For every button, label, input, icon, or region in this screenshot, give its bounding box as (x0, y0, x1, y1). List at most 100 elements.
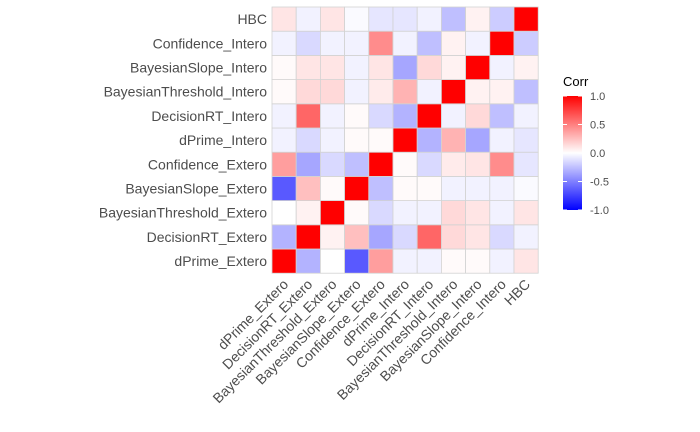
heatmap-cell-HBC-BayesianSlope_Intero (465, 6, 491, 32)
heatmap-cell-Confidence_Intero-DecisionRT_Intero (416, 30, 442, 56)
heatmap-cell-BayesianThreshold_Intero-BayesianSlope_Intero (465, 79, 491, 105)
heatmap-cell-HBC-DecisionRT_Extero (295, 6, 321, 32)
heatmap-cell-DecisionRT_Intero-DecisionRT_Extero (295, 103, 321, 129)
heatmap-cell-DecisionRT_Intero-dPrime_Intero (392, 103, 418, 129)
heatmap-cell-HBC-dPrime_Intero (392, 6, 418, 32)
y-tick-label-HBC: HBC (237, 11, 267, 27)
heatmap-cell-dPrime_Extero-dPrime_Extero (271, 248, 297, 274)
heatmap-cell-Confidence_Extero-HBC (513, 151, 539, 177)
heatmap-cell-BayesianThreshold_Intero-BayesianThreshold_Intero (440, 79, 466, 105)
heatmap-cell-DecisionRT_Extero-BayesianThreshold_Extero (319, 224, 345, 250)
heatmap-cell-BayesianSlope_Extero-DecisionRT_Extero (295, 175, 321, 201)
heatmap-cell-BayesianThreshold_Extero-Confidence_Extero (368, 200, 394, 226)
heatmap-cell-BayesianThreshold_Extero-BayesianThreshold_Intero (440, 200, 466, 226)
y-tick-label-Confidence_Intero: Confidence_Intero (153, 35, 268, 51)
heatmap-cell-DecisionRT_Intero-BayesianThreshold_Extero (319, 103, 345, 129)
heatmap-cell-BayesianSlope_Intero-DecisionRT_Extero (295, 55, 321, 81)
heatmap-cell-Confidence_Intero-Confidence_Extero (368, 30, 394, 56)
heatmap-cell-Confidence_Extero-DecisionRT_Intero (416, 151, 442, 177)
heatmap-cell-dPrime_Intero-dPrime_Extero (271, 127, 297, 153)
heatmap-cell-HBC-BayesianThreshold_Extero (319, 6, 345, 32)
heatmap-cell-BayesianSlope_Extero-BayesianThreshold_Intero (440, 175, 466, 201)
heatmap-cell-HBC-DecisionRT_Intero (416, 6, 442, 32)
y-tick-label-dPrime_Extero: dPrime_Extero (174, 253, 267, 269)
heatmap-cell-DecisionRT_Intero-dPrime_Extero (271, 103, 297, 129)
heatmap-cell-dPrime_Extero-DecisionRT_Intero (416, 248, 442, 274)
heatmap-cell-dPrime_Extero-BayesianSlope_Extero (344, 248, 370, 274)
heatmap-cell-BayesianThreshold_Intero-BayesianThreshold_Extero (319, 79, 345, 105)
heatmap-cell-Confidence_Extero-dPrime_Intero (392, 151, 418, 177)
heatmap-cell-DecisionRT_Intero-BayesianSlope_Intero (465, 103, 491, 129)
heatmap-cell-BayesianThreshold_Extero-dPrime_Intero (392, 200, 418, 226)
heatmap-cell-dPrime_Intero-BayesianSlope_Extero (344, 127, 370, 153)
heatmap-cell-BayesianSlope_Extero-DecisionRT_Intero (416, 175, 442, 201)
heatmap-cell-Confidence_Intero-HBC (513, 30, 539, 56)
heatmap-cell-BayesianThreshold_Extero-HBC (513, 200, 539, 226)
heatmap-cell-Confidence_Intero-BayesianThreshold_Intero (440, 30, 466, 56)
heatmap-cell-dPrime_Intero-BayesianThreshold_Intero (440, 127, 466, 153)
heatmap-cell-DecisionRT_Intero-Confidence_Extero (368, 103, 394, 129)
heatmap-cell-dPrime_Extero-BayesianSlope_Intero (465, 248, 491, 274)
heatmap-cell-dPrime_Intero-BayesianThreshold_Extero (319, 127, 345, 153)
heatmap-cell-dPrime_Intero-HBC (513, 127, 539, 153)
heatmap-cell-DecisionRT_Extero-Confidence_Intero (489, 224, 515, 250)
heatmap-cell-DecisionRT_Extero-dPrime_Intero (392, 224, 418, 250)
heatmap-cell-dPrime_Intero-Confidence_Extero (368, 127, 394, 153)
heatmap-cell-Confidence_Extero-BayesianSlope_Intero (465, 151, 491, 177)
heatmap-cell-Confidence_Extero-DecisionRT_Extero (295, 151, 321, 177)
heatmap-cell-Confidence_Intero-BayesianSlope_Extero (344, 30, 370, 56)
heatmap-cell-dPrime_Extero-dPrime_Intero (392, 248, 418, 274)
y-tick-label-dPrime_Intero: dPrime_Intero (179, 132, 267, 148)
x-axis-labels: dPrime_ExteroDecisionRT_ExteroBayesianTh… (209, 276, 533, 406)
heatmap-cell-Confidence_Intero-BayesianThreshold_Extero (319, 30, 345, 56)
heatmap-cell-HBC-BayesianSlope_Extero (344, 6, 370, 32)
heatmap-cell-BayesianSlope_Extero-BayesianThreshold_Extero (319, 175, 345, 201)
heatmap-cell-BayesianThreshold_Intero-Confidence_Intero (489, 79, 515, 105)
heatmap-cell-BayesianSlope_Intero-HBC (513, 55, 539, 81)
heatmap-cell-dPrime_Extero-DecisionRT_Extero (295, 248, 321, 274)
heatmap-cell-BayesianThreshold_Extero-BayesianSlope_Intero (465, 200, 491, 226)
heatmap-cell-BayesianSlope_Extero-dPrime_Extero (271, 175, 297, 201)
heatmap-cell-BayesianSlope_Extero-BayesianSlope_Intero (465, 175, 491, 201)
y-tick-label-BayesianSlope_Extero: BayesianSlope_Extero (125, 181, 267, 197)
heatmap-cell-HBC-Confidence_Intero (489, 6, 515, 32)
heatmap-cell-DecisionRT_Intero-BayesianThreshold_Intero (440, 103, 466, 129)
heatmap-cell-dPrime_Extero-Confidence_Intero (489, 248, 515, 274)
heatmap-cell-dPrime_Intero-DecisionRT_Extero (295, 127, 321, 153)
heatmap-cell-BayesianSlope_Intero-BayesianThreshold_Extero (319, 55, 345, 81)
heatmap-cell-DecisionRT_Intero-Confidence_Intero (489, 103, 515, 129)
y-tick-label-DecisionRT_Intero: DecisionRT_Intero (151, 108, 267, 124)
heatmap-cell-BayesianSlope_Intero-DecisionRT_Intero (416, 55, 442, 81)
heatmap-cell-BayesianThreshold_Extero-DecisionRT_Intero (416, 200, 442, 226)
heatmap-cell-BayesianThreshold_Intero-HBC (513, 79, 539, 105)
heatmap-cell-HBC-BayesianThreshold_Intero (440, 6, 466, 32)
heatmap-cell-BayesianSlope_Intero-BayesianSlope_Extero (344, 55, 370, 81)
y-tick-label-DecisionRT_Extero: DecisionRT_Extero (147, 229, 268, 245)
heatmap-cell-dPrime_Intero-DecisionRT_Intero (416, 127, 442, 153)
heatmap-cell-BayesianThreshold_Intero-DecisionRT_Intero (416, 79, 442, 105)
heatmap-cell-dPrime_Extero-HBC (513, 248, 539, 274)
heatmap-cells (271, 6, 539, 274)
heatmap-cell-BayesianSlope_Extero-Confidence_Intero (489, 175, 515, 201)
legend-title: Corr (563, 74, 589, 89)
heatmap-cell-DecisionRT_Intero-DecisionRT_Intero (416, 103, 442, 129)
heatmap-cell-BayesianThreshold_Intero-BayesianSlope_Extero (344, 79, 370, 105)
heatmap-cell-dPrime_Intero-Confidence_Intero (489, 127, 515, 153)
heatmap-cell-BayesianThreshold_Intero-Confidence_Extero (368, 79, 394, 105)
heatmap-cell-Confidence_Extero-dPrime_Extero (271, 151, 297, 177)
heatmap-cell-dPrime_Extero-BayesianThreshold_Extero (319, 248, 345, 274)
legend-colorbar (563, 96, 582, 210)
heatmap-cell-BayesianSlope_Intero-Confidence_Intero (489, 55, 515, 81)
heatmap-cell-BayesianThreshold_Extero-BayesianThreshold_Extero (319, 200, 345, 226)
legend-tick-label: 0.5 (590, 120, 605, 132)
heatmap-cell-BayesianThreshold_Extero-DecisionRT_Extero (295, 200, 321, 226)
heatmap-cell-BayesianSlope_Intero-dPrime_Extero (271, 55, 297, 81)
y-tick-label-Confidence_Extero: Confidence_Extero (148, 156, 267, 172)
heatmap-cell-BayesianSlope_Intero-BayesianThreshold_Intero (440, 55, 466, 81)
x-tick-label-HBC: HBC (501, 276, 533, 308)
heatmap-cell-dPrime_Extero-Confidence_Extero (368, 248, 394, 274)
y-tick-label-BayesianThreshold_Intero: BayesianThreshold_Intero (104, 84, 268, 100)
heatmap-cell-Confidence_Intero-dPrime_Extero (271, 30, 297, 56)
heatmap-cell-Confidence_Intero-BayesianSlope_Intero (465, 30, 491, 56)
heatmap-cell-Confidence_Extero-BayesianSlope_Extero (344, 151, 370, 177)
